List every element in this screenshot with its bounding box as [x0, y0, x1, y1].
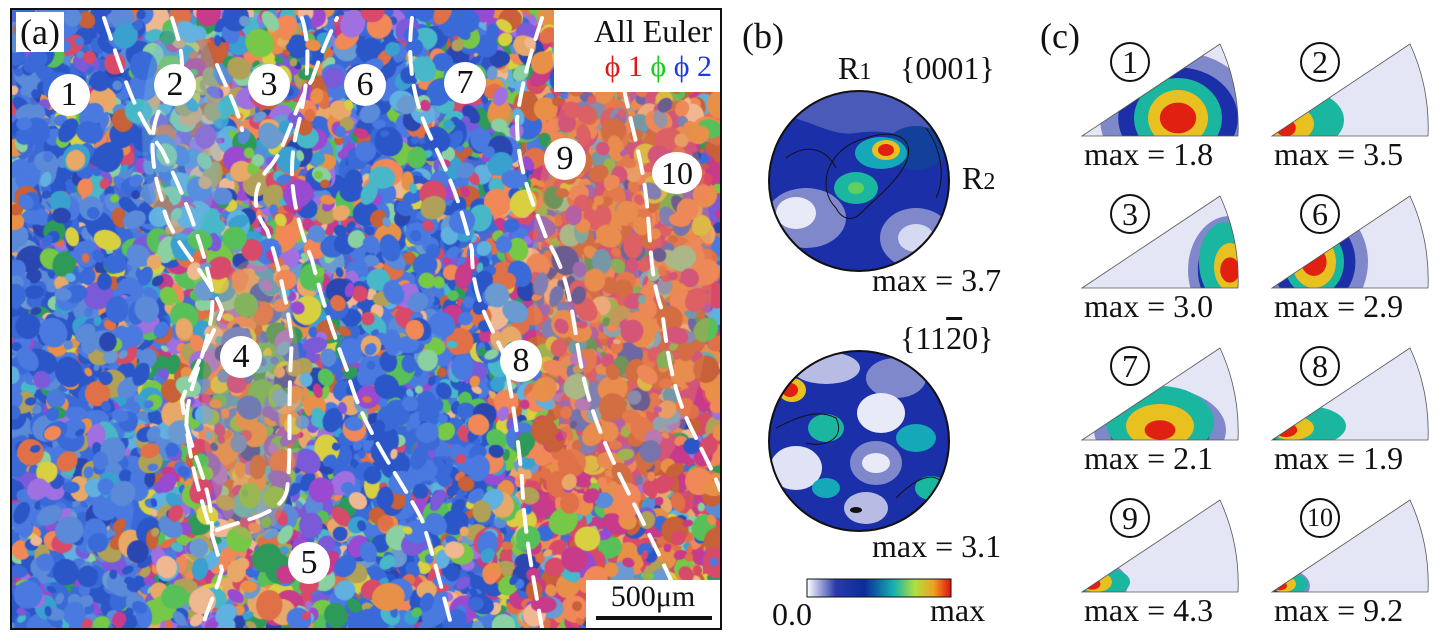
r1-axis-label: R1	[838, 50, 872, 86]
inverse-pole-figure-7: 7 max = 2.1	[1080, 344, 1240, 484]
ipf-triangle	[1080, 347, 1239, 441]
pole-figure-0001-max: max = 3.7	[872, 262, 1002, 298]
ipf-triangle	[1080, 43, 1239, 137]
pole-figure-11-20-title: {1120}	[900, 320, 994, 356]
region-boundaries	[102, 16, 720, 628]
ipf-triangle	[1270, 195, 1429, 289]
pole-figure-11-20-max: max = 3.1	[872, 528, 1002, 564]
ebsd-orientation-map	[12, 10, 720, 628]
ipf-triangle	[1270, 499, 1429, 593]
region-label-2: 2	[154, 64, 196, 106]
boundary-line	[290, 16, 454, 628]
scale-bar-label: 500μm	[610, 580, 696, 613]
boundary-line	[408, 16, 544, 628]
boundary-line	[102, 16, 225, 628]
panel-b-label: (b)	[742, 16, 784, 56]
region-label-4: 4	[220, 336, 262, 378]
ipf-max-value: max = 2.1	[1084, 440, 1214, 476]
boundary-line	[610, 16, 720, 492]
pole-figure-11-20	[768, 350, 950, 532]
intensity-colorbar	[806, 578, 952, 598]
ipf-max-value: max = 1.9	[1274, 440, 1404, 476]
region-label-1: 1	[48, 74, 90, 116]
scale-bar: 500μm	[586, 580, 720, 628]
ipf-region-number: 10	[1300, 498, 1340, 538]
region-label-9: 9	[544, 138, 586, 180]
inverse-pole-figure-1: 1 max = 1.8	[1080, 40, 1240, 180]
ipf-region-number: 6	[1300, 194, 1340, 234]
colorbar-max-label: max	[930, 592, 986, 628]
boundary-line	[215, 63, 244, 132]
inverse-pole-figure-3: 3 max = 3.0	[1080, 192, 1240, 332]
region-label-10: 10	[652, 152, 702, 194]
ipf-triangle	[1270, 43, 1429, 137]
region-label-6: 6	[344, 64, 386, 106]
inverse-pole-figure-10: 10 max = 9.2	[1270, 496, 1430, 636]
inverse-pole-figure-9: 9 max = 4.3	[1080, 496, 1240, 636]
colorbar-min-label: 0.0	[772, 596, 812, 632]
panel-a-label: (a)	[16, 12, 64, 52]
region-label-3: 3	[248, 64, 290, 106]
inverse-pole-figure-8: 8 max = 1.9	[1270, 344, 1430, 484]
euler-phi-label: ϕ	[650, 50, 667, 83]
region-label-8: 8	[500, 340, 542, 382]
ipf-region-number: 2	[1300, 42, 1340, 82]
euler-legend-row: ϕ 1 ϕ ϕ 2	[554, 50, 712, 84]
ebsd-map-panel: (a) All Euler ϕ 1 ϕ ϕ 2 1 2 3 4 5 6 7 8 …	[10, 8, 722, 630]
r2-axis-label: R2	[962, 160, 996, 196]
panel-c-label: (c)	[1040, 16, 1080, 56]
ipf-triangle	[1080, 499, 1239, 593]
region-label-5: 5	[288, 542, 330, 584]
euler-phi2-label: ϕ 2	[673, 50, 712, 83]
euler-phi1-label: ϕ 1	[604, 50, 643, 83]
ipf-region-number: 9	[1110, 498, 1150, 538]
ipf-max-value: max = 1.8	[1084, 136, 1214, 172]
ipf-region-number: 7	[1110, 346, 1150, 386]
euler-legend: All Euler ϕ 1 ϕ ϕ 2	[554, 10, 720, 92]
ipf-triangle	[1270, 347, 1429, 441]
ipf-max-value: max = 2.9	[1274, 288, 1404, 324]
region-label-7: 7	[444, 62, 486, 104]
boundary-line	[215, 16, 339, 532]
ipf-max-value: max = 9.2	[1274, 592, 1404, 628]
ipf-region-number: 1	[1110, 42, 1150, 82]
ipf-region-number: 8	[1300, 346, 1340, 386]
ipf-triangle	[1080, 195, 1239, 289]
ipf-max-value: max = 3.0	[1084, 288, 1214, 324]
inverse-pole-figure-6: 6 max = 2.9	[1270, 192, 1430, 332]
pole-figure-0001	[768, 90, 950, 272]
boundary-line	[514, 16, 694, 628]
ipf-max-value: max = 3.5	[1274, 136, 1404, 172]
scale-bar-line	[596, 616, 712, 620]
ipf-region-number: 3	[1110, 194, 1150, 234]
ipf-max-value: max = 4.3	[1084, 592, 1214, 628]
euler-legend-title: All Euler	[593, 13, 712, 49]
inverse-pole-figure-2: 2 max = 3.5	[1270, 40, 1430, 180]
pole-figure-0001-title: {0001}	[900, 50, 995, 86]
